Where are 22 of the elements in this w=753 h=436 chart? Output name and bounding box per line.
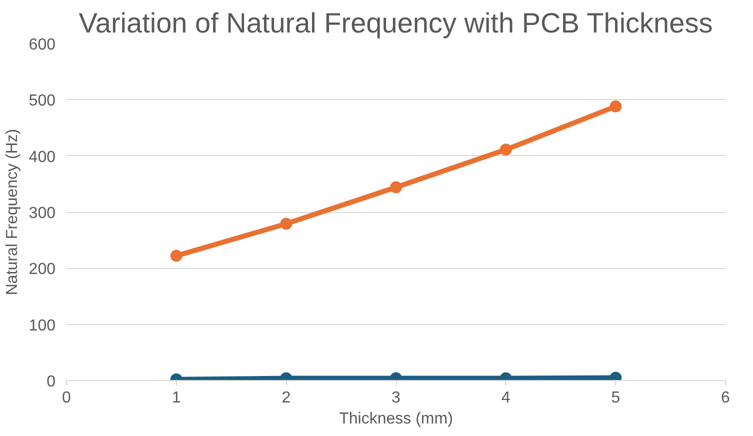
x-tick-label: 1 (172, 390, 181, 406)
y-tick-label: 400 (28, 148, 56, 166)
point (170, 250, 182, 262)
point (390, 181, 402, 194)
y-tick-label: 100 (28, 317, 56, 334)
point (610, 100, 622, 112)
y-tick-label: 200 (28, 261, 56, 278)
y-tick-label: 500 (28, 92, 56, 110)
y-axis-title: Natural Frequency (Hz) (4, 128, 21, 296)
point (280, 218, 292, 230)
x-tick-label: 2 (282, 390, 291, 406)
x-tick-label: 6 (721, 390, 730, 406)
y-tick-label: 600 (28, 36, 56, 54)
chart-title: Variation of Natural Frequency with PCB Thickness (78, 8, 713, 38)
y-tick-label: 0 (46, 374, 56, 390)
y-tick-label: 300 (28, 205, 56, 222)
x-tick-label: 3 (392, 390, 401, 406)
x-tick-label: 0 (62, 390, 72, 406)
x-tick-label: 4 (501, 390, 510, 406)
x-axis-title: Thickness (mm) (339, 410, 453, 428)
x-tick-label: 5 (611, 390, 620, 406)
point (500, 144, 512, 156)
